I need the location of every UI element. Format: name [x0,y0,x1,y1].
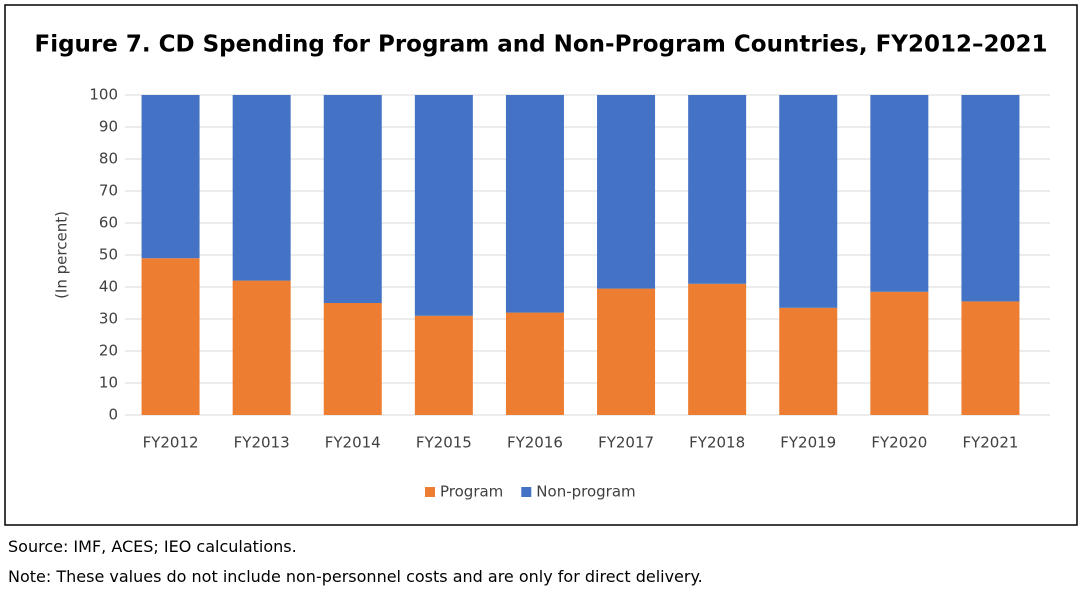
legend-label: Non-program [536,483,635,501]
source: Source: IMF, ACES; IEO calculations. [8,537,297,556]
y-tick-label: 0 [108,406,118,424]
x-tick-label: FY2013 [234,434,290,452]
x-tick-label: FY2017 [598,434,654,452]
x-tick-label: FY2012 [143,434,199,452]
y-tick-label: 100 [89,86,118,104]
legend-swatch [521,487,532,497]
bar-segment [779,95,838,308]
legend-swatch [425,487,435,497]
chart-border [4,4,1078,526]
chart-title: Figure 7. CD Spending for Program and No… [35,32,1048,58]
bar-segment [414,95,473,316]
bar-segment [141,258,200,415]
bar-segment [961,95,1020,302]
x-tick-label: FY2021 [962,434,1018,452]
y-axis-label: (In percent) [53,211,71,299]
y-tick-label: 90 [99,118,118,136]
bar-segment [870,291,929,415]
y-tick-label: 10 [99,374,118,392]
y-tick-label: 70 [99,182,118,200]
bar-segment [597,288,656,415]
bar-segment [597,95,656,289]
y-tick-label: 20 [99,342,118,360]
chart: Figure 7. CD Spending for Program and No… [4,4,1078,526]
x-tick-label: FY2020 [871,434,927,452]
x-tick-label: FY2014 [325,434,381,452]
bar-segment [414,315,473,415]
bar-segment [141,95,200,259]
bar-segment [961,301,1020,415]
y-tick-label: 80 [99,150,118,168]
bar-segment [232,280,291,415]
bar-segment [232,95,291,281]
x-tick-label: FY2015 [416,434,472,452]
bar-segment [688,283,747,415]
y-tick-label: 60 [99,214,118,232]
bar-segment [505,312,564,415]
bar-segment [779,307,838,415]
bar-segment [323,95,382,303]
legend-label: Program [440,483,503,501]
bar-segment [688,95,747,284]
y-tick-label: 50 [99,246,118,264]
note: Note: These values do not include non-pe… [8,567,703,586]
x-tick-label: FY2016 [507,434,563,452]
x-tick-label: FY2019 [780,434,836,452]
bar-segment [323,303,382,415]
y-tick-label: 30 [99,310,118,328]
x-tick-label: FY2018 [689,434,745,452]
y-tick-label: 40 [99,278,118,296]
bar-segment [505,95,564,313]
bar-segment [870,95,929,292]
